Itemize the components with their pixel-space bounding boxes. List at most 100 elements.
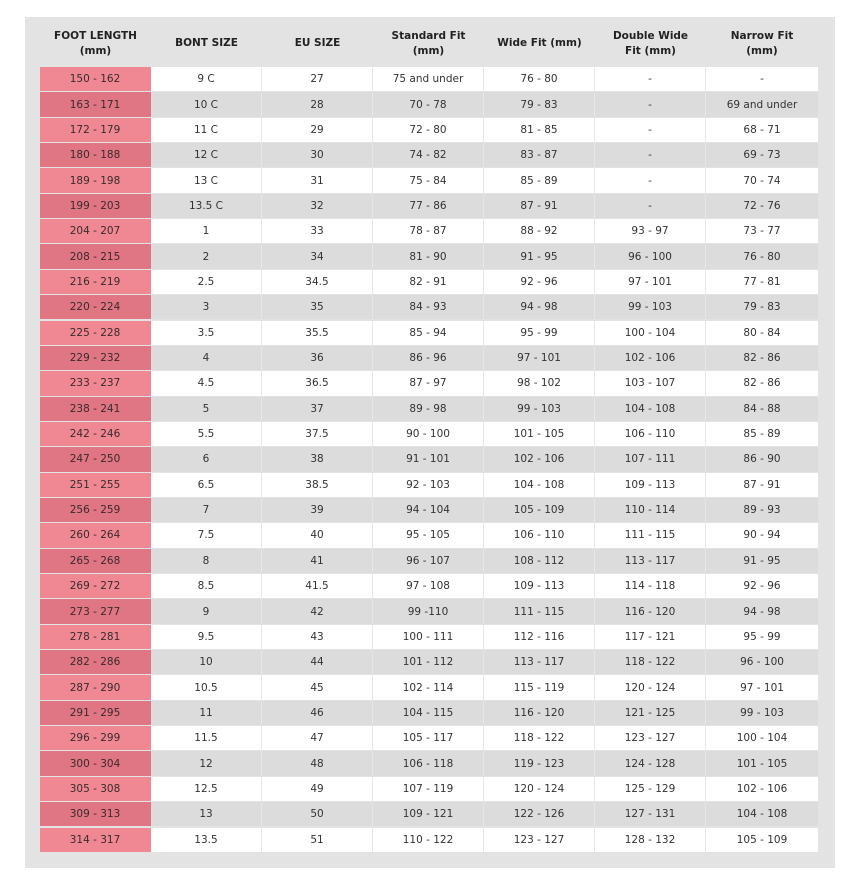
table-cell: 48	[262, 751, 373, 776]
table-cell: 79 - 83	[484, 92, 595, 117]
foot-length-cell: 208 - 215	[40, 244, 151, 269]
table-cell: 73 - 77	[706, 219, 818, 244]
table-cell: 7	[151, 497, 262, 523]
foot-length-cell: 242 - 246	[40, 421, 151, 447]
table-cell: 95 - 105	[373, 523, 484, 548]
foot-length-cell: 314 - 317	[40, 827, 151, 852]
table-cell: 77 - 81	[706, 269, 818, 295]
foot-length-cell: 199 - 203	[40, 193, 151, 219]
foot-length-cell: 238 - 241	[40, 396, 151, 421]
table-cell: 96 - 107	[373, 548, 484, 573]
table-cell: 125 - 129	[595, 776, 706, 802]
table-cell: 41	[262, 548, 373, 573]
table-cell: 104 - 108	[595, 396, 706, 421]
table-cell: 116 - 120	[595, 599, 706, 624]
foot-length-cell: 251 - 255	[40, 472, 151, 497]
table-cell: 105 - 109	[706, 827, 818, 852]
table-cell: 40	[262, 523, 373, 548]
foot-length-cell: 163 - 171	[40, 92, 151, 117]
table-cell: 111 - 115	[595, 523, 706, 548]
table-cell: -	[595, 143, 706, 168]
table-cell: 85 - 89	[706, 421, 818, 447]
table-cell: 116 - 120	[484, 700, 595, 726]
table-cell: 13	[151, 802, 262, 827]
table-cell: 28	[262, 92, 373, 117]
table-cell: 11 C	[151, 117, 262, 143]
table-cell: 114 - 118	[595, 574, 706, 599]
table-cell: 79 - 83	[706, 295, 818, 320]
table-cell: 91 - 101	[373, 447, 484, 472]
table-cell: 84 - 93	[373, 295, 484, 320]
table-cell: 30	[262, 143, 373, 168]
table-cell: -	[595, 67, 706, 92]
column-header: BONT SIZE	[175, 37, 238, 49]
table-cell: 100 - 111	[373, 624, 484, 650]
table-cell: 46	[262, 700, 373, 726]
table-cell: 72 - 80	[373, 117, 484, 143]
table-cell: 96 - 100	[595, 244, 706, 269]
table-cell: 5	[151, 396, 262, 421]
table-cell: 43	[262, 624, 373, 650]
table-cell: 38	[262, 447, 373, 472]
table-cell: 100 - 104	[595, 320, 706, 345]
table-cell: 87 - 91	[706, 472, 818, 497]
table-cell: 34	[262, 244, 373, 269]
table-cell: 81 - 85	[484, 117, 595, 143]
table-cell: 12 C	[151, 143, 262, 168]
table-cell: 110 - 114	[595, 497, 706, 523]
table-cell: 2	[151, 244, 262, 269]
table-cell: 113 - 117	[484, 650, 595, 675]
table-cell: 2.5	[151, 269, 262, 295]
table-cell: 6.5	[151, 472, 262, 497]
table-cell: 97 - 108	[373, 574, 484, 599]
table-cell: 9.5	[151, 624, 262, 650]
table-cell: 72 - 76	[706, 193, 818, 219]
table-cell: 35	[262, 295, 373, 320]
foot-length-cell: 309 - 313	[40, 802, 151, 827]
column-header: FOOT LENGTH (mm)	[54, 29, 137, 57]
foot-length-cell: 282 - 286	[40, 650, 151, 675]
table-cell: 87 - 91	[484, 193, 595, 219]
table-cell: 96 - 100	[706, 650, 818, 675]
table-cell: 115 - 119	[484, 675, 595, 700]
table-cell: 122 - 126	[484, 802, 595, 827]
table-cell: 91 - 95	[706, 548, 818, 573]
table-cell: 106 - 118	[373, 751, 484, 776]
table-cell: 105 - 117	[373, 726, 484, 751]
table-cell: 120 - 124	[595, 675, 706, 700]
table-cell: 120 - 124	[484, 776, 595, 802]
foot-length-cell: 265 - 268	[40, 548, 151, 573]
table-cell: 109 - 113	[484, 574, 595, 599]
table-cell: 82 - 91	[373, 269, 484, 295]
table-cell: 123 - 127	[484, 827, 595, 852]
table-cell: 32	[262, 193, 373, 219]
foot-length-cell: 229 - 232	[40, 345, 151, 371]
table-cell: 104 - 108	[484, 472, 595, 497]
table-cell: 70 - 78	[373, 92, 484, 117]
table-cell: 10.5	[151, 675, 262, 700]
table-cell: 10 C	[151, 92, 262, 117]
table-cell: 12	[151, 751, 262, 776]
table-cell: 69 and under	[706, 92, 818, 117]
table-cell: 37.5	[262, 421, 373, 447]
foot-length-cell: 260 - 264	[40, 523, 151, 548]
table-cell: 45	[262, 675, 373, 700]
table-cell: 13 C	[151, 168, 262, 193]
table-cell: 51	[262, 827, 373, 852]
table-cell: 99 - 103	[706, 700, 818, 726]
table-cell: 31	[262, 168, 373, 193]
table-cell: 50	[262, 802, 373, 827]
table-cell: 34.5	[262, 269, 373, 295]
table-cell: 119 - 123	[484, 751, 595, 776]
foot-length-cell: 233 - 237	[40, 371, 151, 396]
table-cell: -	[595, 117, 706, 143]
table-cell: 78 - 87	[373, 219, 484, 244]
table-cell: 107 - 119	[373, 776, 484, 802]
column-header: Standard Fit (mm)	[391, 29, 466, 57]
table-cell: 90 - 94	[706, 523, 818, 548]
foot-length-cell: 256 - 259	[40, 497, 151, 523]
table-cell: 35.5	[262, 320, 373, 345]
table-cell: 38.5	[262, 472, 373, 497]
foot-length-cell: 204 - 207	[40, 219, 151, 244]
foot-length-cell: 278 - 281	[40, 624, 151, 650]
